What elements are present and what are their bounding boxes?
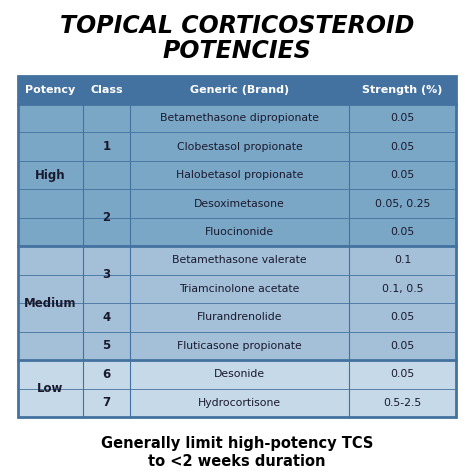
Text: 0.1: 0.1 (394, 255, 411, 265)
Text: Potency: Potency (25, 85, 75, 95)
Text: 4: 4 (102, 311, 110, 324)
Text: 0.1, 0.5: 0.1, 0.5 (382, 284, 423, 294)
Text: Generic (Brand): Generic (Brand) (190, 85, 289, 95)
Text: Strength (%): Strength (%) (362, 85, 443, 95)
Text: 1: 1 (102, 140, 110, 153)
Text: 0.05: 0.05 (391, 369, 415, 379)
Text: Halobetasol propionate: Halobetasol propionate (176, 170, 303, 180)
Text: 6: 6 (102, 368, 110, 381)
Text: 0.05, 0.25: 0.05, 0.25 (375, 199, 430, 209)
Text: 5: 5 (102, 339, 110, 352)
Text: Triamcinolone acetate: Triamcinolone acetate (180, 284, 300, 294)
Text: to <2 weeks duration: to <2 weeks duration (148, 454, 326, 469)
Text: Flurandrenolide: Flurandrenolide (197, 312, 283, 322)
Text: 0.05: 0.05 (391, 341, 415, 351)
Text: Fluocinonide: Fluocinonide (205, 227, 274, 237)
Text: POTENCIES: POTENCIES (163, 39, 311, 63)
Text: Class: Class (90, 85, 123, 95)
Text: 0.05: 0.05 (391, 113, 415, 123)
Text: Betamethasone valerate: Betamethasone valerate (173, 255, 307, 265)
Text: 3: 3 (102, 268, 110, 281)
Text: Medium: Medium (24, 297, 77, 310)
Text: Betamethasone dipropionate: Betamethasone dipropionate (160, 113, 319, 123)
Text: 0.5-2.5: 0.5-2.5 (383, 398, 422, 408)
Text: Desoximetasone: Desoximetasone (194, 199, 285, 209)
Text: Low: Low (37, 382, 64, 395)
Text: TOPICAL CORTICOSTEROID: TOPICAL CORTICOSTEROID (60, 14, 414, 38)
Text: Hydrocortisone: Hydrocortisone (198, 398, 281, 408)
Text: Generally limit high-potency TCS: Generally limit high-potency TCS (101, 436, 373, 451)
Text: High: High (35, 169, 66, 182)
Text: 0.05: 0.05 (391, 227, 415, 237)
Text: 0.05: 0.05 (391, 170, 415, 180)
Text: Clobestasol propionate: Clobestasol propionate (177, 142, 302, 152)
Text: Desonide: Desonide (214, 369, 265, 379)
Text: 2: 2 (102, 211, 110, 224)
Text: 0.05: 0.05 (391, 142, 415, 152)
Text: 0.05: 0.05 (391, 312, 415, 322)
Text: Fluticasone propionate: Fluticasone propionate (177, 341, 302, 351)
Text: 7: 7 (102, 396, 110, 410)
